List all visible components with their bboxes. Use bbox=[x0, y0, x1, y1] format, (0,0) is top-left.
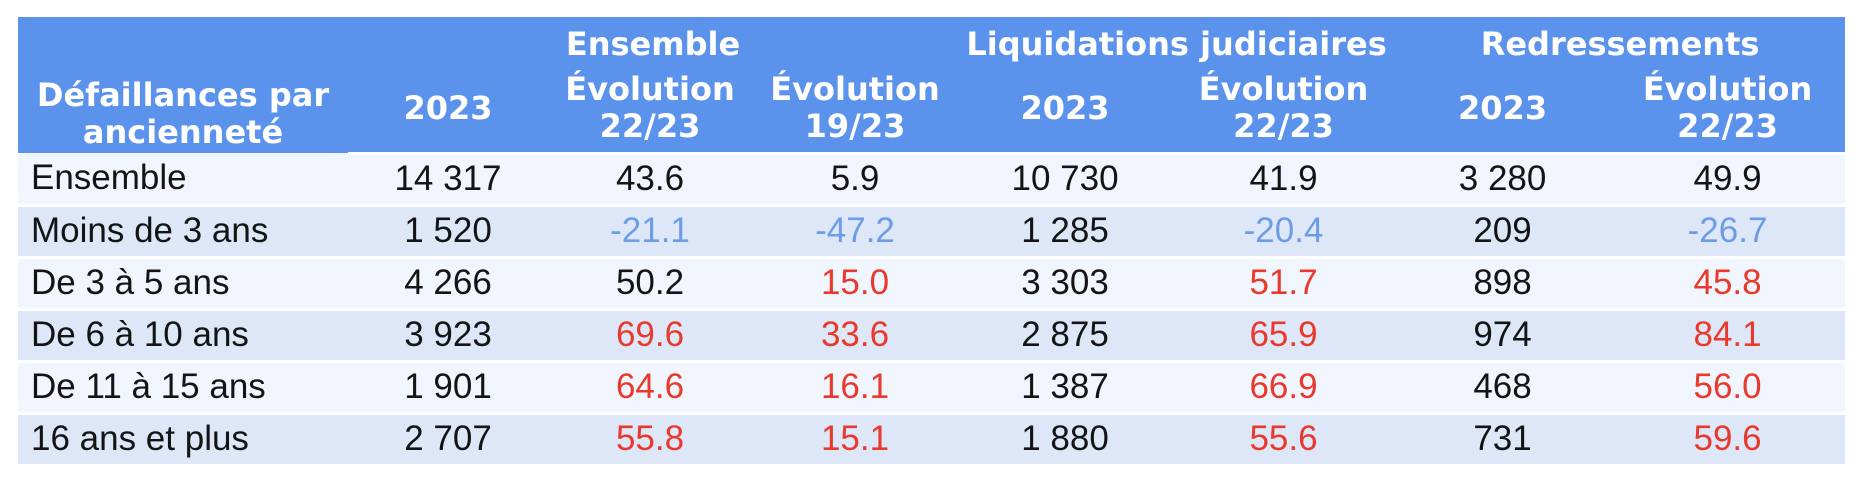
row-label: De 11 à 15 ans bbox=[18, 361, 348, 413]
value-cell: 69.6 bbox=[548, 309, 752, 361]
table-row: De 6 à 10 ans 3 923 69.6 33.6 2 875 65.9 974 84… bbox=[18, 309, 1846, 361]
table-row: Ensemble 14 317 43.6 5.9 10 730 41.9 3 280 49.9 bbox=[18, 153, 1846, 205]
value-cell: 2 707 bbox=[348, 413, 548, 465]
value-cell: 209 bbox=[1395, 205, 1611, 257]
value-cell: 33.6 bbox=[752, 309, 959, 361]
value-cell: -21.1 bbox=[548, 205, 752, 257]
value-cell: 974 bbox=[1395, 309, 1611, 361]
col-header-ensemble-evolution-19-23: Évolution 19/23 bbox=[752, 65, 959, 155]
col-header-redressements-evolution-22-23: Évolution 22/23 bbox=[1610, 65, 1846, 155]
defaillances-table: Défaillances par ancienneté Ensemble Liq… bbox=[18, 17, 1846, 467]
table-row: 16 ans et plus 2 707 55.8 15.1 1 880 55.6 731 5… bbox=[18, 413, 1846, 465]
value-cell: 41.9 bbox=[1172, 153, 1396, 205]
value-cell: 1 285 bbox=[958, 205, 1173, 257]
value-cell: 15.1 bbox=[752, 413, 959, 465]
value-cell: 14 317 bbox=[348, 153, 548, 205]
row-label: Ensemble bbox=[18, 153, 348, 205]
row-label: De 3 à 5 ans bbox=[18, 257, 348, 309]
value-cell: 49.9 bbox=[1610, 153, 1846, 205]
value-cell: 65.9 bbox=[1172, 309, 1396, 361]
value-cell: 3 923 bbox=[348, 309, 548, 361]
col-header-liquidations-2023: 2023 bbox=[958, 65, 1173, 155]
value-cell: 56.0 bbox=[1610, 361, 1846, 413]
value-cell: -26.7 bbox=[1610, 205, 1846, 257]
value-cell: 84.1 bbox=[1610, 309, 1846, 361]
value-cell: 51.7 bbox=[1172, 257, 1396, 309]
value-cell: 16.1 bbox=[752, 361, 959, 413]
table-header: Défaillances par ancienneté Ensemble Liq… bbox=[18, 17, 1846, 155]
value-cell: 1 520 bbox=[348, 205, 548, 257]
value-cell: 1 387 bbox=[958, 361, 1173, 413]
value-cell: 1 880 bbox=[958, 413, 1173, 465]
table-row: De 11 à 15 ans 1 901 64.6 16.1 1 387 66.9 468 5… bbox=[18, 361, 1846, 413]
value-cell: 66.9 bbox=[1172, 361, 1396, 413]
group-header-row: Défaillances par ancienneté Ensemble Liq… bbox=[18, 17, 1846, 153]
row-label: 16 ans et plus bbox=[18, 413, 348, 465]
value-cell: 55.6 bbox=[1172, 413, 1396, 465]
value-cell: 3 280 bbox=[1395, 153, 1611, 205]
value-cell: 45.8 bbox=[1610, 257, 1846, 309]
corner-header: Défaillances par ancienneté bbox=[18, 17, 348, 153]
value-cell: 898 bbox=[1395, 257, 1611, 309]
value-cell: 50.2 bbox=[548, 257, 752, 309]
value-cell: 3 303 bbox=[958, 257, 1173, 309]
col-header-ensemble-2023: 2023 bbox=[348, 65, 548, 155]
value-cell: 59.6 bbox=[1610, 413, 1846, 465]
row-label: De 6 à 10 ans bbox=[18, 309, 348, 361]
value-cell: 1 901 bbox=[348, 361, 548, 413]
group-header-ensemble: Ensemble bbox=[348, 17, 959, 65]
value-cell: 10 730 bbox=[958, 153, 1173, 205]
value-cell: 731 bbox=[1395, 413, 1611, 465]
value-cell: -47.2 bbox=[752, 205, 959, 257]
row-label: Moins de 3 ans bbox=[18, 205, 348, 257]
table-body: Ensemble 14 317 43.6 5.9 10 730 41.9 3 280 49.9… bbox=[18, 153, 1846, 465]
value-cell: 5.9 bbox=[752, 153, 959, 205]
value-cell: -20.4 bbox=[1172, 205, 1396, 257]
col-header-ensemble-evolution-22-23: Évolution 22/23 bbox=[548, 65, 752, 155]
group-header-liquidations-judiciaires: Liquidations judiciaires bbox=[958, 17, 1396, 65]
table-row: Moins de 3 ans 1 520 -21.1 -47.2 1 285 -20.4 2… bbox=[18, 205, 1846, 257]
value-cell: 43.6 bbox=[548, 153, 752, 205]
value-cell: 15.0 bbox=[752, 257, 959, 309]
value-cell: 64.6 bbox=[548, 361, 752, 413]
column-header-row: 2023 Évolution 22/23 Évolution 19/23 202… bbox=[18, 65, 1846, 155]
value-cell: 468 bbox=[1395, 361, 1611, 413]
group-header-redressements: Redressements bbox=[1395, 17, 1846, 65]
col-header-liquidations-evolution-22-23: Évolution 22/23 bbox=[1172, 65, 1396, 155]
value-cell: 2 875 bbox=[958, 309, 1173, 361]
value-cell: 55.8 bbox=[548, 413, 752, 465]
col-header-redressements-2023: 2023 bbox=[1395, 65, 1611, 155]
table-row: De 3 à 5 ans 4 266 50.2 15.0 3 303 51.7 898 45.… bbox=[18, 257, 1846, 309]
value-cell: 4 266 bbox=[348, 257, 548, 309]
